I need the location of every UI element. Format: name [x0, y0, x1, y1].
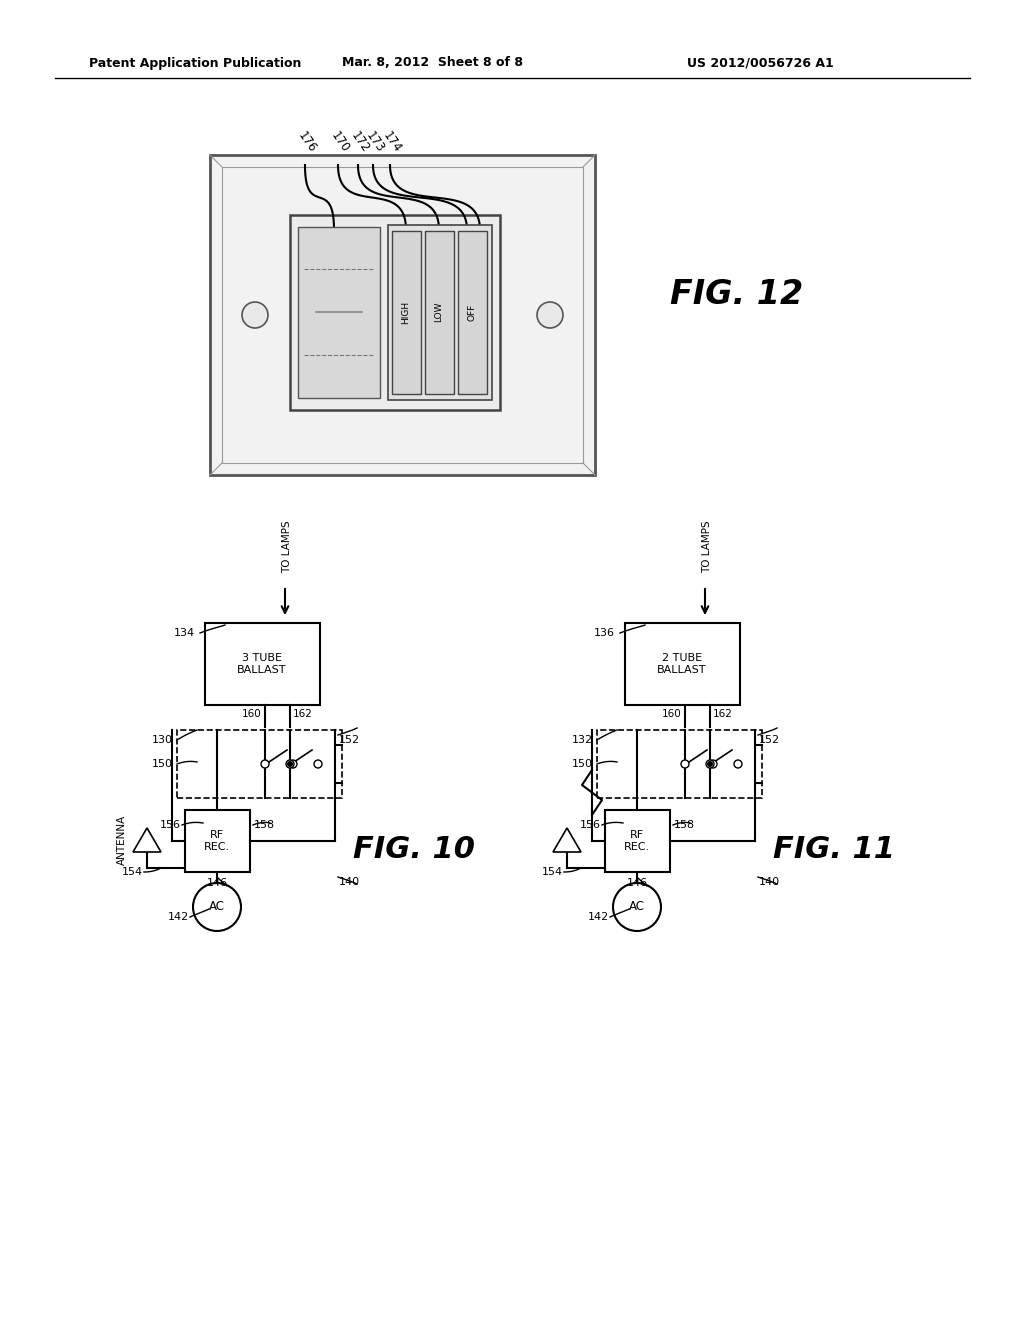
Bar — [205, 623, 319, 705]
Circle shape — [261, 760, 269, 768]
Circle shape — [314, 760, 322, 768]
Circle shape — [289, 760, 297, 768]
Text: 176: 176 — [295, 129, 318, 154]
Text: 162: 162 — [713, 709, 733, 719]
Text: 174: 174 — [380, 129, 403, 154]
Circle shape — [286, 760, 294, 768]
Text: AC: AC — [209, 900, 225, 913]
Circle shape — [681, 760, 689, 768]
Bar — [388, 224, 492, 400]
Bar — [290, 215, 500, 411]
Text: 142: 142 — [168, 912, 189, 921]
Text: 152: 152 — [339, 735, 360, 744]
Circle shape — [287, 762, 293, 767]
Text: 2 TUBE
BALLAST: 2 TUBE BALLAST — [657, 653, 707, 675]
Text: 160: 160 — [663, 709, 682, 719]
Bar — [185, 810, 250, 873]
Text: 154: 154 — [122, 867, 143, 876]
Text: 150: 150 — [152, 759, 173, 770]
Text: Mar. 8, 2012  Sheet 8 of 8: Mar. 8, 2012 Sheet 8 of 8 — [341, 57, 522, 70]
Text: 152: 152 — [759, 735, 780, 744]
Text: 146: 146 — [207, 878, 227, 888]
Text: FIG. 11: FIG. 11 — [773, 836, 895, 865]
Text: 134: 134 — [174, 628, 195, 638]
Circle shape — [734, 760, 742, 768]
Text: 146: 146 — [627, 878, 647, 888]
Text: 3 TUBE
BALLAST: 3 TUBE BALLAST — [238, 653, 287, 675]
Text: 154: 154 — [542, 867, 563, 876]
Text: 158: 158 — [674, 820, 695, 830]
Circle shape — [193, 883, 241, 931]
Text: 136: 136 — [594, 628, 615, 638]
Bar — [625, 623, 740, 705]
Bar — [458, 231, 487, 393]
Circle shape — [706, 760, 714, 768]
Bar — [605, 810, 670, 873]
Polygon shape — [553, 828, 581, 851]
Text: Patent Application Publication: Patent Application Publication — [89, 57, 301, 70]
Circle shape — [537, 302, 563, 327]
Text: 172: 172 — [348, 129, 372, 154]
Circle shape — [242, 302, 268, 327]
Text: ANTENNA: ANTENNA — [117, 814, 127, 865]
Text: 156: 156 — [160, 820, 181, 830]
Circle shape — [707, 762, 713, 767]
Polygon shape — [133, 828, 161, 851]
Text: 156: 156 — [580, 820, 601, 830]
Text: US 2012/0056726 A1: US 2012/0056726 A1 — [687, 57, 834, 70]
Text: TO LAMPS: TO LAMPS — [282, 520, 292, 573]
Text: 158: 158 — [254, 820, 275, 830]
Text: TO LAMPS: TO LAMPS — [702, 520, 712, 573]
Text: 162: 162 — [293, 709, 313, 719]
Text: 150: 150 — [572, 759, 593, 770]
Circle shape — [709, 760, 717, 768]
Text: 160: 160 — [243, 709, 262, 719]
Text: 140: 140 — [339, 876, 360, 887]
Bar — [177, 730, 342, 799]
Text: 132: 132 — [571, 735, 593, 744]
Text: FIG. 10: FIG. 10 — [353, 836, 475, 865]
Text: 142: 142 — [588, 912, 609, 921]
Bar — [210, 154, 595, 475]
Text: HIGH: HIGH — [401, 301, 411, 323]
Bar — [597, 730, 762, 799]
Bar — [298, 227, 380, 399]
Text: 130: 130 — [152, 735, 173, 744]
Text: RF
REC.: RF REC. — [204, 830, 230, 851]
Text: 170: 170 — [329, 129, 351, 154]
Bar — [222, 168, 583, 463]
Bar — [425, 231, 454, 393]
Text: 173: 173 — [364, 129, 387, 154]
Text: OFF: OFF — [468, 304, 476, 321]
Text: RF
REC.: RF REC. — [624, 830, 650, 851]
Bar — [392, 231, 421, 393]
Text: FIG. 12: FIG. 12 — [670, 279, 803, 312]
Text: LOW: LOW — [434, 302, 443, 322]
Text: 140: 140 — [759, 876, 780, 887]
Text: AC: AC — [629, 900, 645, 913]
Circle shape — [613, 883, 662, 931]
